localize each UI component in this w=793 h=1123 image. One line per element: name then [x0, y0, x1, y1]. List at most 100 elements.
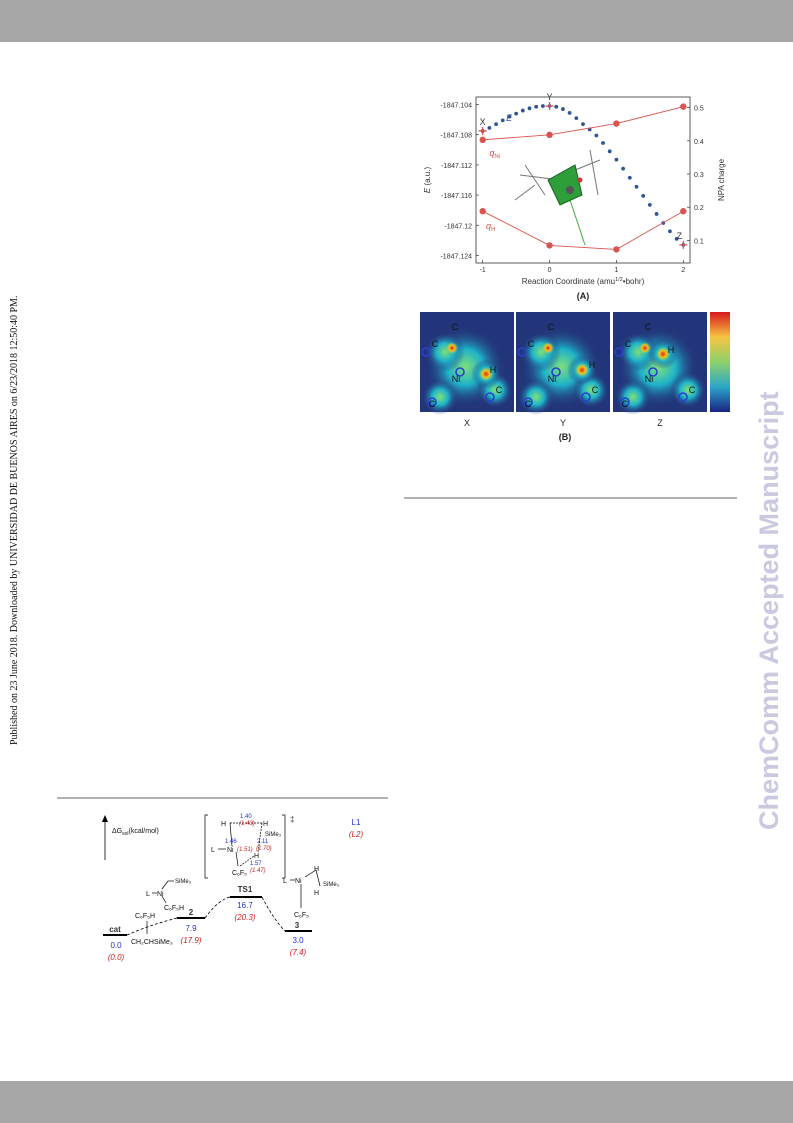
fragment: L [146, 891, 150, 898]
atom-ring [421, 347, 431, 357]
atom-label: C [622, 399, 629, 409]
data-point [514, 111, 519, 116]
fragment: SiMe₃ [175, 879, 192, 885]
series-line [482, 210, 684, 250]
legend-blue: L1 [352, 818, 361, 827]
y-label-part: (a.u.) [423, 167, 432, 188]
level-name: cat [109, 925, 121, 934]
connectors [126, 896, 286, 936]
x-label-part: Reaction Coordinate (amu [522, 277, 615, 286]
distance: (1.47) [250, 868, 266, 874]
point-label: Y [547, 92, 553, 102]
atom-ring [614, 347, 624, 357]
series-label: qNi [489, 148, 500, 160]
fragment: H [314, 890, 319, 897]
heatmap-hot [542, 342, 554, 354]
data-point [621, 166, 626, 171]
data-point [634, 184, 639, 189]
data-point [668, 229, 672, 234]
x-label-part: •bohr) [623, 277, 645, 286]
atom-label: C [496, 385, 503, 395]
atom-label: C [429, 399, 436, 409]
panel-caption: Z [657, 418, 663, 428]
axis-label-part: ΔG [112, 828, 122, 835]
fragment: H [221, 821, 226, 828]
footer-bar [0, 1081, 793, 1123]
atom-label: Ni [452, 374, 461, 384]
fragment: CH₂CHSiMe₃ [131, 939, 173, 946]
fragment: SiMe₃ [323, 882, 340, 888]
atom-label: C [528, 339, 535, 349]
atom-ring [427, 397, 437, 407]
point-cross [478, 126, 487, 135]
plot-frame [475, 96, 691, 264]
point-cross [545, 102, 554, 111]
panel-caption: Y [560, 418, 566, 428]
x-tick-label: 0 [548, 267, 552, 274]
energy-scheme: ΔGsol(kcal/mol) L1 (L2) cat 0.0 (0.0) 2 … [102, 814, 363, 962]
data-point [507, 114, 512, 119]
fragment: ‡ [290, 815, 294, 824]
data-point [607, 149, 612, 154]
data-point [479, 208, 486, 215]
point-cross [679, 240, 688, 249]
fragment: SiMe₃ [265, 832, 282, 838]
atom-label: C [592, 385, 599, 395]
data-point [520, 108, 525, 113]
data-point [674, 236, 679, 241]
atom-ring [485, 392, 495, 402]
point-label: X [480, 117, 486, 127]
point-label: Z [677, 231, 683, 241]
distance: 2.11 [257, 839, 269, 845]
level-energy: 16.7 [237, 901, 253, 910]
y-tick-label: -1847.116 [441, 193, 472, 200]
data-point [594, 133, 599, 138]
heatmap-hot [446, 342, 458, 354]
data-point [554, 104, 559, 109]
data-point [680, 208, 687, 215]
atom-ring [648, 367, 658, 377]
level-energy: 7.9 [185, 924, 197, 933]
heatmap-blob [425, 332, 465, 372]
level-energy: (0.0) [108, 953, 125, 962]
panel-label: (B) [559, 432, 572, 442]
levels [103, 896, 312, 936]
atom-label: H [668, 345, 675, 355]
x-tick-label: 1 [614, 267, 618, 274]
heatmap-hot [575, 363, 589, 377]
series-label-sub: Ni [494, 154, 500, 160]
fragment: Ni [295, 878, 302, 885]
atom-ring [678, 392, 688, 402]
data-point [561, 107, 565, 111]
panel-label: (A) [577, 291, 590, 301]
distance: (1.51) [237, 847, 253, 853]
y2-tick-label: 0.1 [694, 238, 704, 245]
data-point [540, 104, 545, 108]
y-tick-label: -1847.112 [441, 163, 472, 170]
data-point [494, 122, 498, 127]
data-point [500, 118, 505, 123]
y-tick-label: -1847.124 [440, 253, 472, 260]
level-name: 2 [189, 908, 194, 917]
axis-label: ΔGsol(kcal/mol) [112, 828, 159, 837]
level-energy: (20.3) [235, 913, 256, 922]
distance: (1.70) [256, 846, 272, 852]
heatmap-blob [422, 379, 458, 415]
level-energy: 0.0 [110, 941, 122, 950]
fragment: Ni [157, 891, 164, 898]
fragment: C₆F₅H [164, 905, 184, 912]
series-label-main: q [486, 221, 491, 231]
x-axis-label: Reaction Coordinate (amu1/2•bohr) [522, 277, 645, 286]
data-point [527, 106, 532, 111]
heatmap-blob [618, 332, 658, 372]
level-name: TS1 [238, 885, 253, 894]
atom-label: H [490, 365, 497, 375]
atom-label: C [625, 339, 632, 349]
data-point [534, 104, 539, 109]
heatmap-hot [639, 342, 651, 354]
atom-ring [620, 397, 630, 407]
y2-tick-label: 0.3 [694, 172, 704, 179]
fragment: H [254, 853, 259, 860]
